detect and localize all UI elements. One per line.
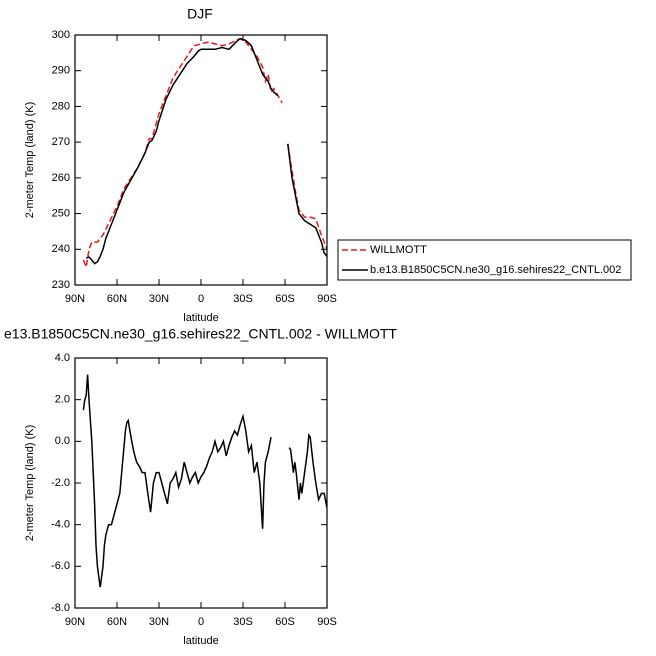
- y-axis-label: 2-meter Temp (land) (K): [24, 102, 36, 219]
- y-axis-label: 2-meter Temp (land) (K): [24, 425, 36, 542]
- y-tick-label: 4.0: [55, 352, 70, 364]
- y-tick-label: -6.0: [51, 560, 70, 572]
- y-tick-label: 0.0: [55, 435, 70, 447]
- x-tick-label: 60N: [107, 616, 127, 628]
- y-tick-label: 270: [52, 136, 70, 148]
- y-tick-label: -2.0: [51, 477, 70, 489]
- legend-label: WILLMOTT: [370, 244, 427, 256]
- x-tick-label: 90N: [65, 293, 85, 305]
- x-tick-label: 30N: [149, 293, 169, 305]
- y-tick-label: 280: [52, 100, 70, 112]
- y-tick-label: 2.0: [55, 394, 70, 406]
- x-tick-label: 60S: [275, 293, 295, 305]
- y-tick-label: -4.0: [51, 519, 70, 531]
- x-axis-label: latitude: [183, 312, 218, 324]
- x-tick-label: 0: [198, 293, 204, 305]
- y-tick-label: 230: [52, 279, 70, 291]
- y-tick-label: 290: [52, 65, 70, 77]
- legend-label: b.e13.B1850C5CN.ne30_g16.sehires22_CNTL.…: [370, 264, 621, 276]
- x-tick-label: 0: [198, 616, 204, 628]
- y-tick-label: -8.0: [51, 602, 70, 614]
- plot-frame: [74, 357, 328, 609]
- x-tick-label: 60S: [275, 616, 295, 628]
- plot-frame: [74, 34, 328, 286]
- y-tick-label: 240: [52, 243, 70, 255]
- chart-title: DJF: [187, 6, 213, 22]
- legend-box: [337, 239, 632, 281]
- line-series: [85, 37, 327, 265]
- y-tick-label: 260: [52, 172, 70, 184]
- y-tick-label: 300: [52, 29, 70, 41]
- x-tick-label: 60N: [107, 293, 127, 305]
- x-tick-label: 90S: [317, 616, 337, 628]
- chart-title: e13.B1850C5CN.ne30_g16.sehires22_CNTL.00…: [4, 326, 397, 342]
- line-series: [82, 37, 327, 270]
- y-tick-label: 250: [52, 207, 70, 219]
- x-tick-label: 30S: [233, 616, 253, 628]
- x-tick-label: 30N: [149, 616, 169, 628]
- x-tick-label: 90N: [65, 616, 85, 628]
- line-series: [82, 374, 327, 588]
- x-tick-label: 30S: [233, 293, 253, 305]
- x-axis-label: latitude: [183, 635, 218, 647]
- x-tick-label: 90S: [317, 293, 337, 305]
